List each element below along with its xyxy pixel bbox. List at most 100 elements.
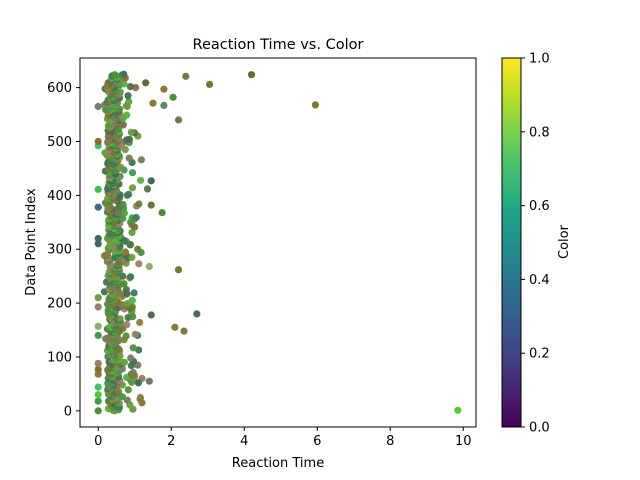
data-point [206, 80, 214, 88]
x-tick-label: 2 [167, 434, 175, 449]
data-point [147, 311, 155, 319]
colorbar-tick-label: 0.2 [529, 347, 550, 362]
x-axis-label: Reaction Time [232, 456, 324, 471]
data-point [182, 72, 190, 80]
data-point [135, 346, 143, 354]
plot-area-frame [79, 57, 477, 428]
data-point [130, 289, 138, 297]
data-point [136, 318, 144, 327]
data-point [128, 228, 136, 237]
y-tick-label: 400 [47, 189, 72, 204]
data-point [94, 331, 102, 339]
colorbar-gradient [502, 58, 521, 427]
data-point [120, 280, 128, 288]
colorbar-tick-label: 1.0 [529, 52, 550, 67]
data-point [94, 397, 102, 405]
data-point [127, 128, 135, 136]
x-tick-label: 4 [240, 434, 248, 449]
colorbar-ticks: 0.0 0.2 0.4 0.6 0.8 1.0 [521, 52, 550, 436]
data-point [134, 379, 142, 387]
data-point [147, 201, 155, 209]
data-point [94, 185, 102, 193]
data-point [193, 310, 201, 318]
data-point [145, 262, 153, 271]
data-point [127, 273, 135, 281]
data-point [136, 395, 144, 403]
data-point [174, 116, 183, 124]
data-point [129, 405, 137, 413]
data-point [123, 111, 131, 119]
data-point [94, 383, 102, 391]
data-point [147, 177, 155, 185]
data-point [128, 184, 137, 192]
data-point [135, 260, 143, 268]
data-point [120, 70, 128, 78]
x-axis: 0 2 4 6 8 10 [94, 427, 471, 449]
colorbar-frame [501, 57, 522, 428]
data-point [94, 359, 102, 367]
data-point [111, 71, 119, 79]
data-point [128, 296, 136, 304]
data-point [454, 406, 462, 414]
data-point [122, 332, 130, 340]
colorbar-tick-label: 0.4 [529, 273, 550, 288]
chart-title: Reaction Time vs. Color [193, 37, 364, 53]
data-point [137, 176, 145, 184]
data-point [149, 99, 157, 107]
data-point [125, 98, 133, 106]
data-point [127, 354, 135, 362]
y-tick-label: 600 [47, 81, 72, 96]
data-point [169, 93, 177, 101]
data-point [311, 101, 319, 109]
data-point [94, 407, 102, 415]
scatter-points [94, 70, 462, 415]
data-point [94, 391, 102, 399]
x-tick-label: 6 [313, 434, 321, 449]
data-point [117, 163, 125, 171]
y-axis-label: Data Point Index [24, 188, 39, 296]
data-point [94, 203, 102, 211]
data-point [143, 185, 152, 193]
data-point [160, 101, 168, 109]
y-tick-label: 500 [47, 135, 72, 150]
x-tick-label: 10 [455, 434, 472, 449]
data-point [174, 266, 183, 274]
data-point [124, 92, 132, 100]
data-point [122, 286, 130, 294]
x-tick-label: 8 [386, 434, 394, 449]
y-axis: 0 100 200 300 400 500 600 [47, 81, 80, 419]
data-point [171, 323, 179, 331]
data-point [94, 234, 102, 243]
data-point [94, 240, 102, 248]
data-point [124, 386, 132, 394]
data-point [142, 79, 150, 87]
data-point [158, 209, 166, 217]
data-point [126, 83, 134, 91]
y-tick-label: 0 [64, 404, 72, 419]
data-point [247, 71, 256, 79]
data-point [94, 102, 102, 111]
data-point [125, 154, 133, 162]
data-point [132, 213, 140, 222]
data-point [129, 369, 137, 377]
data-point [129, 344, 137, 352]
data-point [128, 253, 136, 261]
data-point [128, 169, 137, 177]
data-point [94, 322, 102, 330]
x-tick-label: 0 [94, 434, 102, 449]
data-point [125, 190, 133, 198]
data-point [180, 327, 188, 335]
data-point [94, 365, 102, 373]
colorbar: 0.0 0.2 0.4 0.6 0.8 1.0 Color [501, 52, 572, 436]
data-point [137, 156, 145, 164]
data-point [94, 294, 102, 302]
y-tick-label: 300 [47, 243, 72, 258]
colorbar-tick-label: 0.0 [529, 421, 550, 436]
data-point [125, 135, 134, 143]
data-point [94, 137, 102, 146]
data-point [123, 321, 131, 329]
y-tick-label: 100 [47, 350, 72, 365]
data-point [94, 303, 102, 311]
data-point [131, 330, 139, 338]
